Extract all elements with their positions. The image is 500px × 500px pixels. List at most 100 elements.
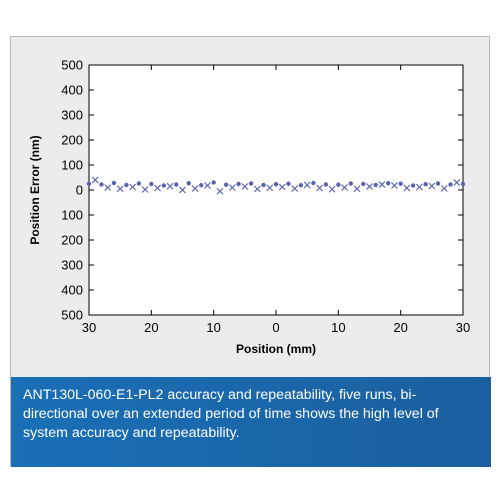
x-tick-label: 30 — [82, 320, 96, 335]
x-axis-ticks: 30 20 10 0 10 20 30 — [82, 65, 470, 335]
cross-stroke — [366, 183, 373, 190]
cross-stroke — [104, 184, 112, 191]
data-point-cross — [278, 183, 286, 191]
cross-stroke — [391, 182, 398, 189]
data-point-dot — [86, 181, 92, 186]
data-point-cross — [366, 183, 373, 190]
cross-stroke — [378, 181, 386, 188]
data-point-cross — [191, 185, 199, 192]
data-point-dot — [211, 180, 216, 185]
x-tick-label: 10 — [206, 320, 220, 335]
chart-panel: 500 400 300 200 100 0 100 200 300 400 500 30 20 10 0 1… — [10, 36, 491, 467]
cross-stroke — [216, 187, 224, 195]
data-point-cross — [403, 184, 411, 192]
x-tick-label: 10 — [331, 320, 345, 335]
cross-stroke — [91, 176, 99, 184]
figure-caption: ANT130L-060-E1-PL2 accuracy and repeatab… — [11, 377, 491, 467]
cross-stroke — [241, 183, 249, 190]
data-point-cross — [428, 182, 436, 190]
data-point-cross — [116, 185, 124, 193]
cross-stroke — [129, 183, 137, 191]
cross-stroke — [453, 179, 461, 186]
y-tick-label: 400 — [61, 83, 83, 98]
data-point-dot — [336, 182, 341, 187]
plot-axes-box — [88, 64, 464, 316]
data-point-cross — [353, 185, 361, 193]
y-tick-label: 100 — [61, 208, 83, 223]
cross-stroke — [204, 182, 211, 189]
data-points — [86, 176, 466, 195]
data-point-dot — [373, 182, 378, 188]
data-point-dot — [410, 183, 416, 188]
data-point-dot — [223, 182, 229, 187]
data-point-dot — [236, 181, 241, 187]
cross-stroke — [228, 184, 236, 191]
data-point-cross — [378, 181, 386, 188]
cross-stroke — [403, 184, 411, 192]
data-point-dot — [124, 182, 129, 188]
y-tick-label: 300 — [61, 258, 83, 273]
data-point-dot — [99, 182, 104, 187]
y-axis-ticks: 500 400 300 200 100 0 100 200 300 400 500 — [61, 58, 463, 323]
cross-stroke — [141, 186, 149, 193]
data-point-cross — [303, 181, 311, 189]
cross-stroke — [278, 183, 286, 191]
data-point-dot — [348, 181, 353, 186]
data-point-dot — [273, 182, 279, 187]
y-tick-label: 200 — [61, 133, 83, 148]
y-tick-label: 200 — [61, 233, 83, 248]
data-point-cross — [316, 184, 324, 192]
data-point-dot — [149, 181, 154, 187]
y-tick-label: 400 — [61, 283, 83, 298]
data-point-dot — [460, 181, 466, 187]
data-point-cross — [391, 182, 398, 189]
data-point-dot — [111, 180, 117, 186]
data-point-dot — [174, 182, 179, 187]
data-point-dot — [386, 181, 391, 186]
cross-stroke — [341, 184, 348, 191]
data-point-dot — [286, 181, 291, 186]
cross-stroke — [179, 186, 186, 194]
data-point-cross — [328, 185, 336, 193]
cross-stroke — [191, 185, 199, 192]
data-point-cross — [453, 179, 461, 186]
data-point-cross — [341, 184, 348, 191]
data-point-cross — [104, 184, 112, 191]
data-point-dot — [323, 182, 329, 187]
y-tick-label: 300 — [61, 108, 83, 123]
data-point-cross — [91, 176, 99, 184]
data-point-cross — [204, 182, 211, 189]
data-point-dot — [398, 181, 403, 186]
data-point-cross — [179, 186, 186, 194]
cross-stroke — [353, 185, 361, 193]
cross-stroke — [440, 185, 448, 192]
x-axis-label: Position (mm) — [236, 342, 316, 356]
data-point-dot — [261, 182, 266, 188]
cross-stroke — [166, 182, 174, 190]
data-point-dot — [311, 180, 316, 186]
x-tick-label: 30 — [456, 320, 470, 335]
y-tick-label: 100 — [61, 158, 83, 173]
data-point-dot — [199, 183, 204, 188]
data-point-dot — [361, 181, 366, 187]
cross-stroke — [303, 181, 311, 189]
data-point-cross — [415, 183, 423, 191]
y-axis-label: Position Error (nm) — [28, 135, 42, 244]
cross-stroke — [415, 183, 423, 191]
y-tick-label: 500 — [61, 58, 83, 73]
cross-stroke — [328, 185, 336, 193]
data-point-dot — [136, 181, 142, 186]
data-point-cross — [291, 185, 299, 192]
data-point-cross — [440, 185, 448, 192]
data-point-cross — [228, 184, 236, 191]
x-tick-label: 0 — [272, 320, 279, 335]
data-point-dot — [448, 182, 453, 187]
data-point-cross — [216, 187, 224, 195]
data-point-cross — [141, 186, 149, 193]
data-point-cross — [266, 184, 274, 192]
cross-stroke — [316, 184, 324, 192]
x-tick-label: 20 — [144, 320, 158, 335]
cross-stroke — [154, 184, 161, 192]
cross-stroke — [266, 184, 274, 192]
